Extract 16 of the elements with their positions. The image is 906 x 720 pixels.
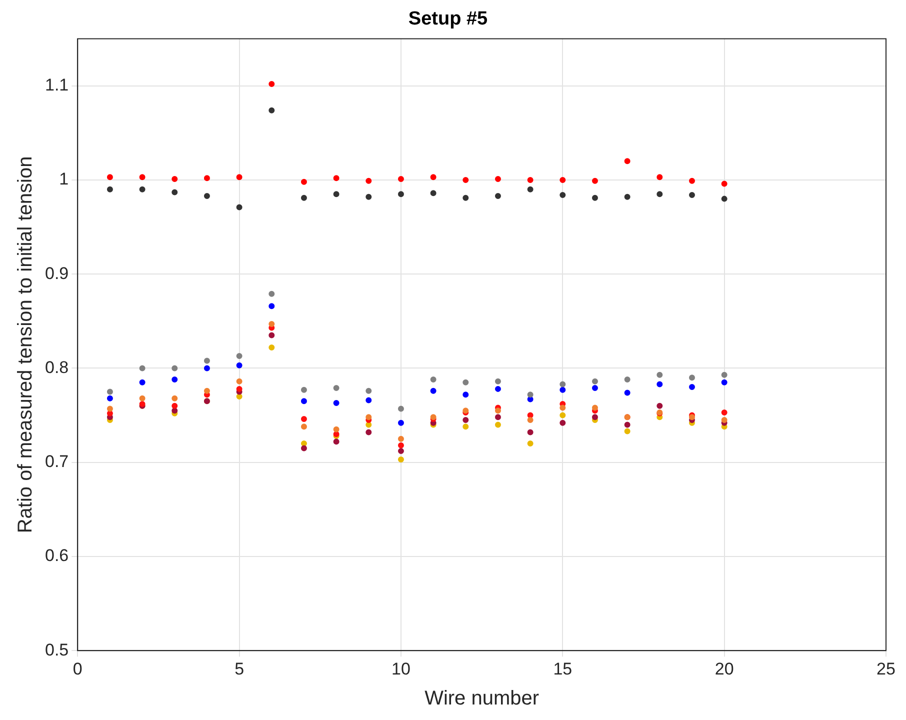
y-axis-title: Ratio of measured tension to initial tension <box>14 156 37 534</box>
x-tick-label: 10 <box>392 659 410 678</box>
y-tick-label: 0.5 <box>44 640 69 660</box>
chart-title: Setup #5 <box>408 8 488 30</box>
y-tick-label: 0.6 <box>44 546 69 566</box>
x-tick-label: 0 <box>72 659 82 678</box>
y-tick-label: 1 <box>59 170 69 189</box>
x-tick-label: 15 <box>553 659 572 678</box>
x-tick-label: 20 <box>714 659 734 678</box>
x-axis-title: Wire number <box>424 688 540 710</box>
y-tick-label: 0.7 <box>44 452 69 472</box>
x-tick-label: 5 <box>234 659 244 678</box>
y-tick-label: 0.8 <box>44 358 69 377</box>
y-tick-label: 0.9 <box>44 264 69 283</box>
y-tick-label: 1.1 <box>44 76 69 95</box>
x-tick-label: 25 <box>876 659 896 678</box>
